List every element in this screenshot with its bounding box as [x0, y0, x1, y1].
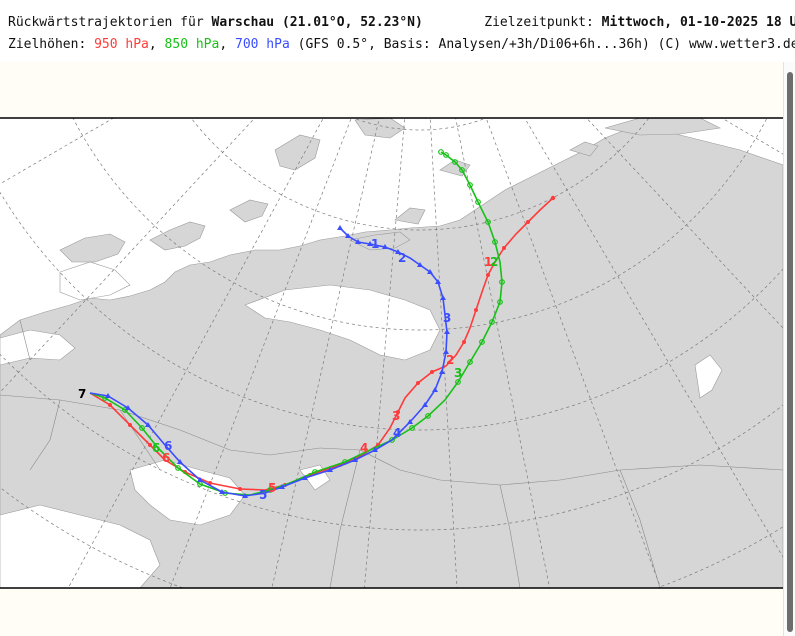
title-line: Rückwärtstrajektorien für Warschau (21.0… — [8, 15, 423, 30]
title-prefix: Rückwärtstrajektorien für — [8, 15, 212, 30]
start-label: 7 — [78, 387, 86, 401]
levels-separator: , — [219, 37, 235, 52]
station-coords: (21.01°O, 52.23°N) — [274, 15, 423, 30]
levels-line: Zielhöhen: 950 hPa, 850 hPa, 700 hPa (GF… — [8, 37, 795, 52]
level-700-label: 700 hPa — [235, 37, 290, 52]
blue-label-2: 2 — [398, 251, 406, 265]
target-time-value: Mittwoch, 01-10-2025 18 UTC — [601, 15, 795, 30]
station-name: Warschau — [211, 15, 275, 30]
model-info: (GFS 0.5°, Basis: Analysen/+3h/Di06+6h..… — [289, 37, 795, 52]
red-label-2: 2 — [446, 353, 454, 367]
red-label-3: 3 — [392, 409, 400, 423]
blue-label-3: 3 — [443, 311, 451, 325]
level-950-label: 950 hPa — [94, 37, 149, 52]
map-header: Rückwärtstrajektorien für Warschau (21.0… — [0, 0, 795, 63]
blue-label-6: 6 — [164, 439, 172, 453]
green-label-6: 6 — [152, 441, 160, 455]
green-label-3: 3 — [454, 366, 462, 380]
trajectory-950 — [89, 195, 556, 491]
red-label-4: 4 — [360, 441, 368, 455]
levels-prefix: Zielhöhen: — [8, 37, 95, 52]
trajectory-700 — [89, 225, 450, 498]
blue-label-4: 4 — [393, 426, 401, 440]
level-850-label: 850 hPa — [164, 37, 220, 52]
blue-label-1: 1 — [371, 237, 379, 251]
levels-separator: , — [148, 37, 165, 52]
green-label-2: 2 — [490, 255, 498, 269]
scrollbar-thumb[interactable] — [787, 72, 793, 632]
country-borders — [0, 319, 783, 588]
target-time-label: Zielzeitpunkt: — [484, 15, 602, 30]
target-time-line: Zielzeitpunkt: Mittwoch, 01-10-2025 18 U… — [484, 15, 795, 30]
red-label-5: 5 — [268, 481, 276, 495]
trajectory-700-markers — [105, 225, 450, 498]
vertical-scrollbar[interactable] — [783, 62, 795, 636]
red-label-6: 6 — [162, 451, 170, 465]
red-label-1: 1 — [484, 255, 492, 269]
blue-label-5: 5 — [259, 488, 267, 502]
